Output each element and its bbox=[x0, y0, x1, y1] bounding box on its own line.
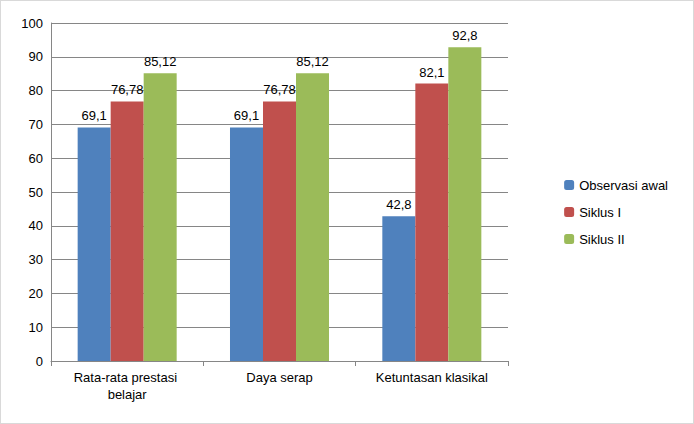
svg-text:60: 60 bbox=[29, 151, 43, 166]
svg-text:90: 90 bbox=[29, 49, 43, 64]
svg-text:40: 40 bbox=[29, 218, 43, 233]
svg-text:10: 10 bbox=[29, 320, 43, 335]
svg-text:belajar: belajar bbox=[108, 387, 148, 402]
svg-text:20: 20 bbox=[29, 286, 43, 301]
svg-text:92,8: 92,8 bbox=[452, 28, 477, 43]
svg-text:30: 30 bbox=[29, 252, 43, 267]
svg-text:70: 70 bbox=[29, 117, 43, 132]
svg-text:Siklus I: Siklus I bbox=[579, 205, 621, 220]
svg-text:Ketuntasan klasikal: Ketuntasan klasikal bbox=[376, 370, 488, 385]
svg-text:76,78: 76,78 bbox=[111, 82, 144, 97]
svg-text:69,1: 69,1 bbox=[82, 108, 107, 123]
svg-text:100: 100 bbox=[21, 16, 43, 31]
svg-text:Daya serap: Daya serap bbox=[246, 370, 312, 385]
svg-text:85,12: 85,12 bbox=[144, 54, 177, 69]
svg-text:0: 0 bbox=[36, 354, 43, 369]
svg-text:80: 80 bbox=[29, 83, 43, 98]
svg-text:69,1: 69,1 bbox=[234, 108, 259, 123]
svg-text:Observasi awal: Observasi awal bbox=[579, 178, 668, 193]
svg-text:42,8: 42,8 bbox=[386, 197, 411, 212]
svg-text:85,12: 85,12 bbox=[296, 54, 329, 69]
svg-text:76,78: 76,78 bbox=[263, 82, 296, 97]
svg-text:Siklus II: Siklus II bbox=[579, 232, 625, 247]
svg-text:Rata-rata prestasi: Rata-rata prestasi bbox=[74, 370, 181, 385]
svg-text:50: 50 bbox=[29, 185, 43, 200]
svg-text:82,1: 82,1 bbox=[419, 65, 444, 80]
